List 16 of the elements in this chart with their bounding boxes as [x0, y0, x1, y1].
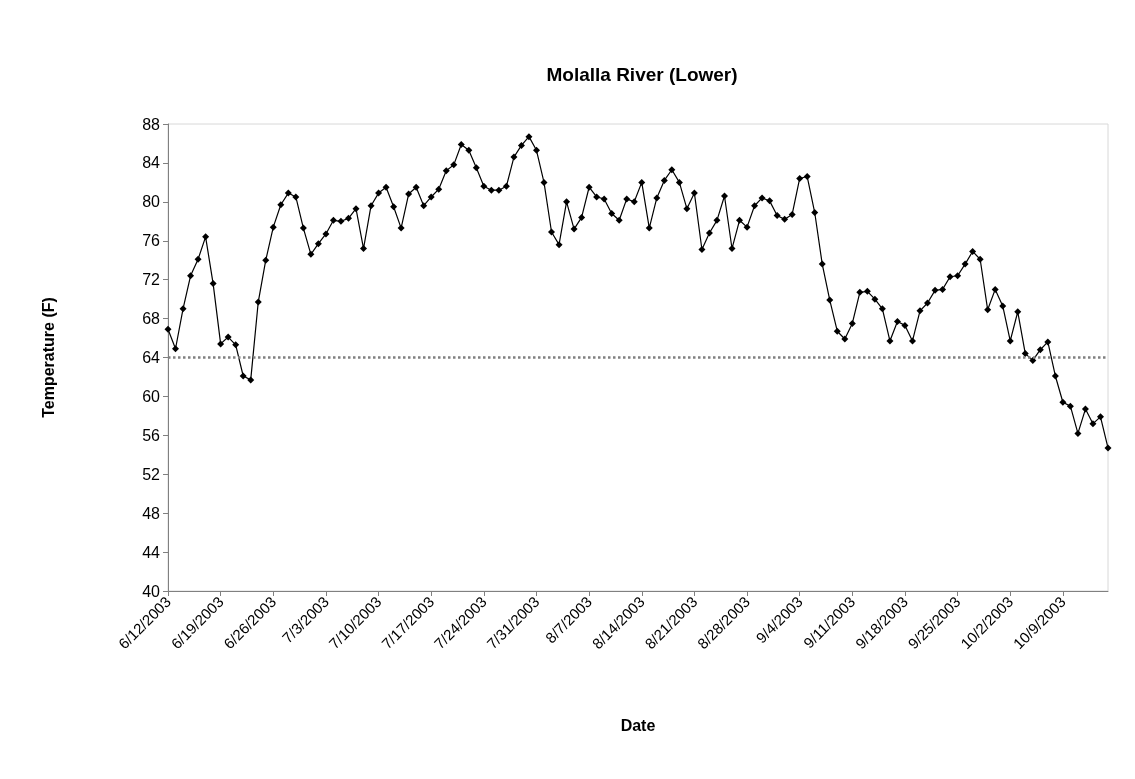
y-tick-label: 60	[142, 387, 161, 405]
y-tick-label: 72	[142, 271, 161, 289]
x-axis-title: Date	[620, 716, 656, 734]
y-tick-label: 84	[142, 154, 161, 172]
y-tick-label: 44	[142, 543, 161, 561]
y-tick-label: 68	[142, 310, 161, 328]
y-tick-label: 40	[142, 582, 161, 600]
y-tick-label: 64	[142, 349, 161, 366]
y-tick-label: 48	[142, 504, 161, 522]
y-axis-title: Temperature (F)	[39, 297, 57, 418]
y-tick-label: 80	[142, 193, 161, 211]
y-tick-label: 76	[142, 232, 161, 250]
chart-title: Molalla River (Lower)	[546, 64, 738, 85]
y-tick-label: 88	[142, 115, 161, 133]
y-tick-label: 52	[142, 465, 161, 483]
y-tick-label: 56	[142, 426, 161, 444]
